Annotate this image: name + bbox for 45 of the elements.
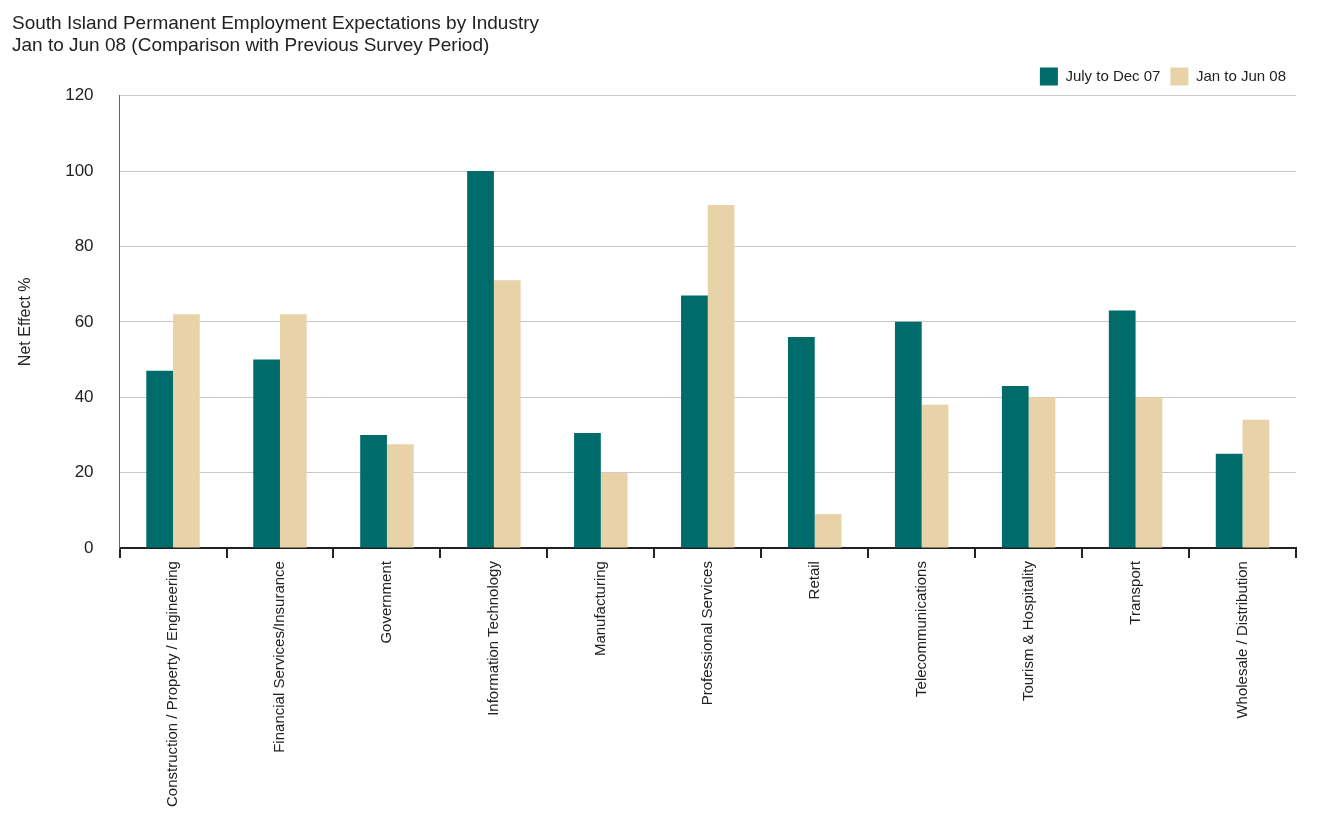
- x-tick-label: Information Technology: [484, 560, 502, 716]
- bar: [1135, 397, 1163, 548]
- bar: [921, 404, 949, 548]
- y-tick-label: 60: [74, 311, 94, 331]
- text: South Island Permanent Employment Expectations by Industry: [12, 11, 539, 33]
- x-tick-label: Telecommunications: [911, 561, 929, 697]
- x-tick-label: Construction / Property / Engineering: [163, 561, 181, 808]
- bar: [467, 171, 494, 548]
- bar: [173, 314, 200, 548]
- legend-label: Jan to Jun 08: [1195, 66, 1287, 84]
- bar: [386, 444, 414, 548]
- text: Jan to Jun 08 (Comparison with Previous Survey Period): [12, 34, 490, 56]
- bar: [253, 359, 280, 548]
- bar: [600, 472, 628, 548]
- y-tick-label: 120: [65, 85, 94, 105]
- bar: [787, 336, 815, 548]
- y-axis-title: Net Effect %: [16, 277, 34, 367]
- bar: [279, 314, 307, 548]
- x-tick-label: Financial Services/Insurance: [270, 561, 288, 753]
- bar: [574, 433, 601, 548]
- bar: [1242, 419, 1270, 548]
- bar: [894, 321, 922, 548]
- y-tick-label: 40: [74, 386, 94, 406]
- x-tick-label: Professional Services: [697, 561, 715, 706]
- bar: [681, 295, 708, 548]
- x-tick-label: Wholesale / Distribution: [1232, 561, 1250, 719]
- y-tick-label: 100: [65, 160, 94, 180]
- bar: [814, 514, 842, 548]
- bar: [707, 204, 735, 548]
- y-tick-label: 0: [84, 537, 94, 557]
- bar: [1215, 453, 1243, 548]
- y-tick-label: 20: [74, 462, 94, 482]
- bar: [146, 370, 174, 548]
- bar: [1108, 310, 1136, 548]
- bar: [493, 280, 521, 548]
- legend-label: July to Dec 07: [1065, 66, 1161, 84]
- x-tick-label: Government: [377, 560, 395, 644]
- bar: [1001, 385, 1029, 548]
- bar: [360, 434, 387, 548]
- x-tick-label: Transport: [1125, 560, 1143, 625]
- bar: [1028, 397, 1056, 548]
- x-tick-label: Manufacturing: [590, 561, 608, 657]
- x-tick-label: Tourism & Hospitality: [1018, 560, 1036, 702]
- y-tick-label: 80: [74, 236, 94, 256]
- x-tick-label: Retail: [804, 561, 822, 600]
